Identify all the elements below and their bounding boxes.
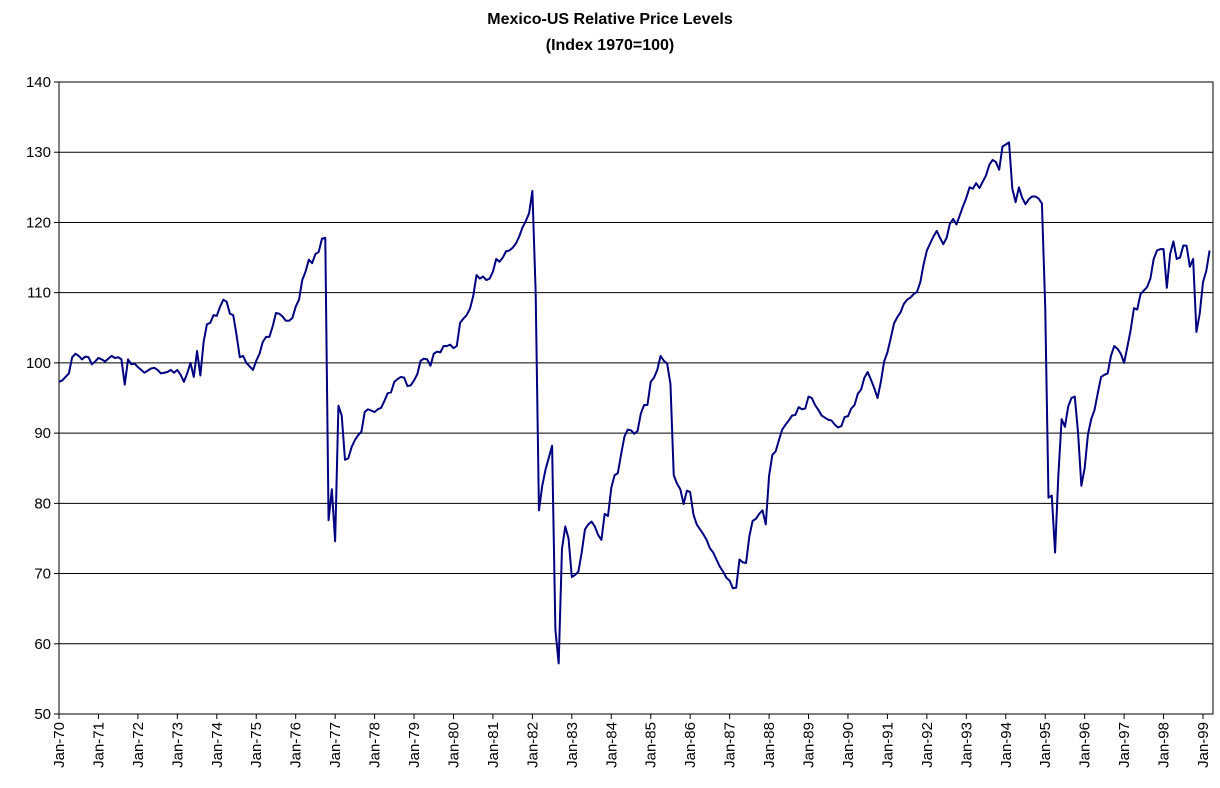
x-tick-label: Jan-74 [209, 722, 226, 768]
x-tick-label: Jan-83 [564, 722, 581, 768]
x-tick-label: Jan-89 [801, 722, 818, 768]
y-tick-label: 100 [26, 355, 51, 372]
y-tick-label: 80 [34, 495, 51, 512]
chart-title: Mexico-US Relative Price Levels [487, 11, 733, 28]
x-tick-label: Jan-96 [1077, 722, 1094, 768]
x-tick-label: Jan-93 [958, 722, 975, 768]
x-tick-label: Jan-86 [682, 722, 699, 768]
x-tick-label: Jan-72 [130, 722, 147, 768]
x-tick-label: Jan-88 [761, 722, 778, 768]
y-tick-label: 60 [34, 636, 51, 653]
x-tick-label: Jan-76 [288, 722, 305, 768]
y-tick-label: 50 [34, 706, 51, 723]
y-tick-label: 140 [26, 74, 51, 91]
x-tick-label: Jan-73 [169, 722, 186, 768]
x-tick-label: Jan-94 [998, 722, 1015, 768]
x-tick-label: Jan-91 [879, 722, 896, 768]
x-tick-label: Jan-85 [643, 722, 660, 768]
x-tick-label: Jan-82 [524, 722, 541, 768]
y-tick-label: 70 [34, 566, 51, 583]
x-tick-label: Jan-75 [248, 722, 265, 768]
y-tick-label: 110 [27, 285, 51, 302]
x-tick-label: Jan-90 [840, 722, 857, 768]
x-tick-label: Jan-80 [445, 722, 462, 768]
x-tick-label: Jan-79 [406, 722, 423, 768]
x-tick-label: Jan-92 [919, 722, 936, 768]
x-tick-label: Jan-78 [367, 722, 384, 768]
x-tick-label: Jan-77 [327, 722, 344, 768]
y-tick-label: 130 [26, 144, 51, 161]
x-tick-label: Jan-84 [603, 722, 620, 768]
x-tick-label: Jan-99 [1195, 722, 1212, 768]
plot-frame [58, 81, 1214, 715]
x-tick-label: Jan-97 [1116, 722, 1133, 768]
y-tick-label: 90 [34, 425, 51, 442]
x-tick-label: Jan-87 [722, 722, 739, 768]
x-tick-label: Jan-98 [1156, 722, 1173, 768]
y-tick-label: 120 [26, 214, 51, 231]
x-tick-label: Jan-71 [90, 722, 107, 768]
chart-subtitle: (Index 1970=100) [546, 37, 675, 54]
series-line [58, 141, 1211, 665]
x-tick-label: Jan-95 [1037, 722, 1054, 768]
x-tick-label: Jan-81 [485, 722, 502, 768]
x-tick-label: Jan-70 [51, 722, 68, 768]
